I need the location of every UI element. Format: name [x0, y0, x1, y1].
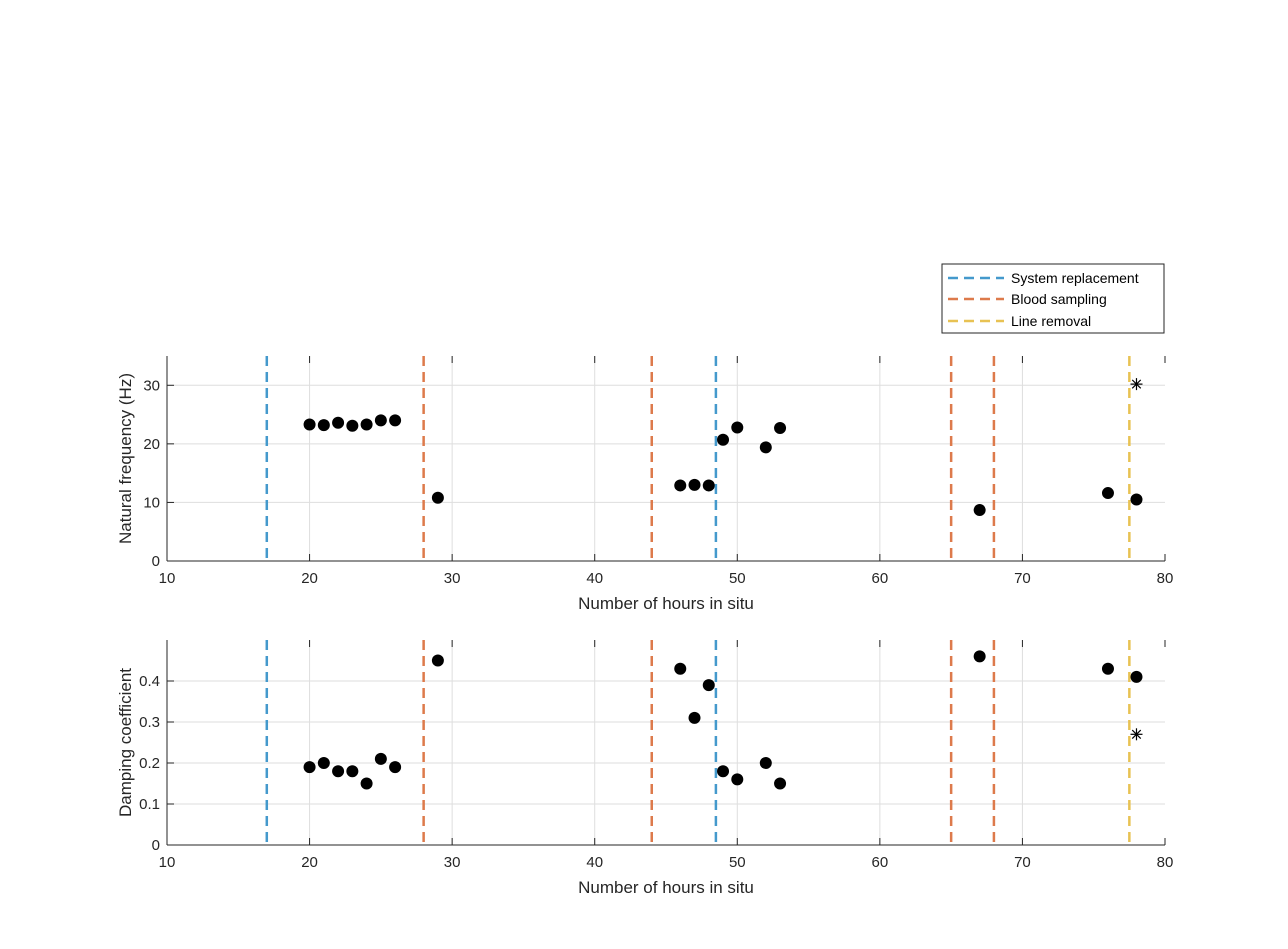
freq-point-9	[688, 478, 701, 491]
freq-point-16	[1101, 487, 1114, 500]
damp-y-tick-label-0-3: 0.3	[139, 714, 160, 731]
freq-y-tick-label-0: 0	[152, 553, 160, 570]
damp-point-13	[759, 757, 772, 769]
damp-point-15	[973, 650, 986, 663]
damp-point-1	[317, 757, 330, 769]
legend-box	[941, 263, 1165, 334]
freq-y-tick-label-10: 10	[143, 494, 160, 511]
damp-x-tick-label-30: 30	[444, 854, 461, 871]
freq-point-4	[360, 418, 373, 431]
damp-x-tick-label-20: 20	[301, 854, 318, 871]
freq-x-axis-label: Number of hours in situ	[578, 594, 754, 613]
freq-x-tick-label-70: 70	[1014, 570, 1031, 587]
freq-x-tick-label-80: 80	[1157, 570, 1174, 587]
freq-point-8	[674, 479, 687, 492]
damp-point-17	[1130, 670, 1143, 683]
damping-coefficient-panel: 10 20 30 40 50 60 70 80 0 0.1 0.2 0.3 0.4 Number of h…	[116, 640, 1173, 897]
damp-point-5	[374, 752, 387, 765]
freq-point-0	[303, 418, 316, 431]
damp-x-axis-label: Number of hours in situ	[578, 878, 754, 897]
damp-y-axis-label: Damping coefficient	[116, 668, 135, 817]
damp-point-14	[774, 777, 787, 790]
damp-point-16	[1101, 662, 1114, 675]
damp-y-tick-label-0: 0	[152, 837, 160, 854]
damp-point-12	[731, 773, 744, 786]
damp-x-tick-label-10: 10	[159, 854, 176, 871]
damp-y-tick-label-0-2: 0.2	[139, 755, 160, 772]
freq-point-10	[702, 479, 715, 492]
freq-x-tick-label-10: 10	[159, 570, 176, 587]
freq-point-5	[374, 414, 387, 427]
freq-point-6	[389, 414, 402, 427]
damp-x-tick-label-70: 70	[1014, 854, 1031, 871]
freq-x-tick-label-20: 20	[301, 570, 318, 587]
damp-point-7	[431, 654, 444, 667]
damp-point-10	[702, 679, 715, 692]
freq-x-tick-label-30: 30	[444, 570, 461, 587]
freq-point-13	[759, 441, 772, 454]
freq-point-12	[731, 421, 744, 434]
damp-point-3	[346, 765, 359, 778]
freq-point-11	[717, 433, 730, 446]
damp-y-tick-label-0-1: 0.1	[139, 796, 160, 813]
legend-label-blood-sampling: Blood sampling	[1011, 291, 1107, 307]
damp-x-tick-label-80: 80	[1157, 854, 1174, 871]
damp-asterisk-point-0	[1130, 728, 1143, 741]
damp-point-2	[332, 765, 345, 778]
damp-point-9	[688, 711, 701, 724]
freq-x-tick-label-50: 50	[729, 570, 746, 587]
freq-point-7	[431, 491, 444, 504]
damp-point-11	[717, 765, 730, 778]
freq-point-14	[774, 422, 787, 435]
freq-y-tick-label-20: 20	[143, 436, 160, 453]
freq-x-tick-label-60: 60	[872, 570, 889, 587]
legend: System replacement Blood sampling Line r…	[941, 263, 1165, 334]
freq-asterisk-point-0	[1130, 378, 1143, 391]
legend-label-system-replacement: System replacement	[1011, 270, 1139, 286]
freq-point-2	[332, 416, 345, 429]
freq-asterisk-stroke-3	[1131, 379, 1142, 389]
damp-point-0	[303, 761, 316, 774]
damp-point-4	[360, 777, 373, 790]
damp-point-8	[674, 662, 687, 675]
damp-asterisk-stroke-3	[1131, 729, 1142, 739]
damp-x-tick-label-60: 60	[872, 854, 889, 871]
freq-y-tick-label-30: 30	[143, 377, 160, 394]
damp-x-tick-label-40: 40	[586, 854, 603, 871]
damp-x-tick-label-50: 50	[729, 854, 746, 871]
legend-label-line-removal: Line removal	[1011, 313, 1091, 329]
freq-point-15	[973, 504, 986, 517]
freq-x-tick-label-40: 40	[586, 570, 603, 587]
damp-y-tick-label-0-4: 0.4	[139, 673, 160, 690]
freq-point-1	[317, 419, 330, 432]
freq-y-axis-label: Natural frequency (Hz)	[116, 373, 135, 544]
damp-point-6	[389, 761, 402, 774]
freq-point-3	[346, 419, 359, 432]
freq-point-17	[1130, 493, 1143, 506]
